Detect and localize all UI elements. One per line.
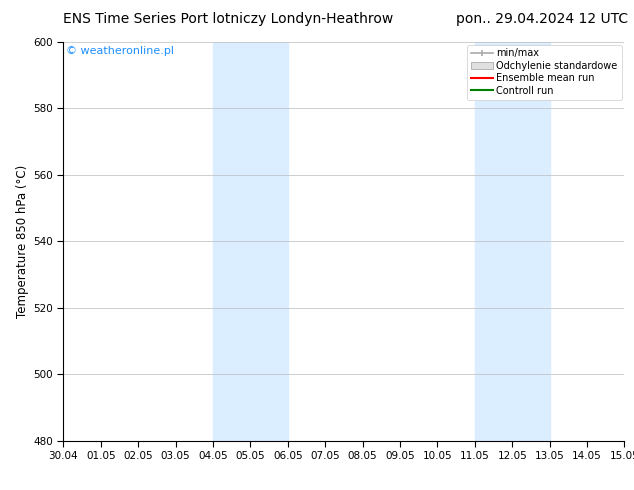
Text: © weatheronline.pl: © weatheronline.pl bbox=[66, 46, 174, 56]
Legend: min/max, Odchylenie standardowe, Ensemble mean run, Controll run: min/max, Odchylenie standardowe, Ensembl… bbox=[467, 45, 621, 99]
Text: ENS Time Series Port lotniczy Londyn-Heathrow: ENS Time Series Port lotniczy Londyn-Hea… bbox=[63, 12, 394, 26]
Y-axis label: Temperature 850 hPa (°C): Temperature 850 hPa (°C) bbox=[16, 165, 29, 318]
Bar bbox=[475, 42, 550, 441]
Text: pon.. 29.04.2024 12 UTC: pon.. 29.04.2024 12 UTC bbox=[456, 12, 628, 26]
Bar bbox=[213, 42, 288, 441]
